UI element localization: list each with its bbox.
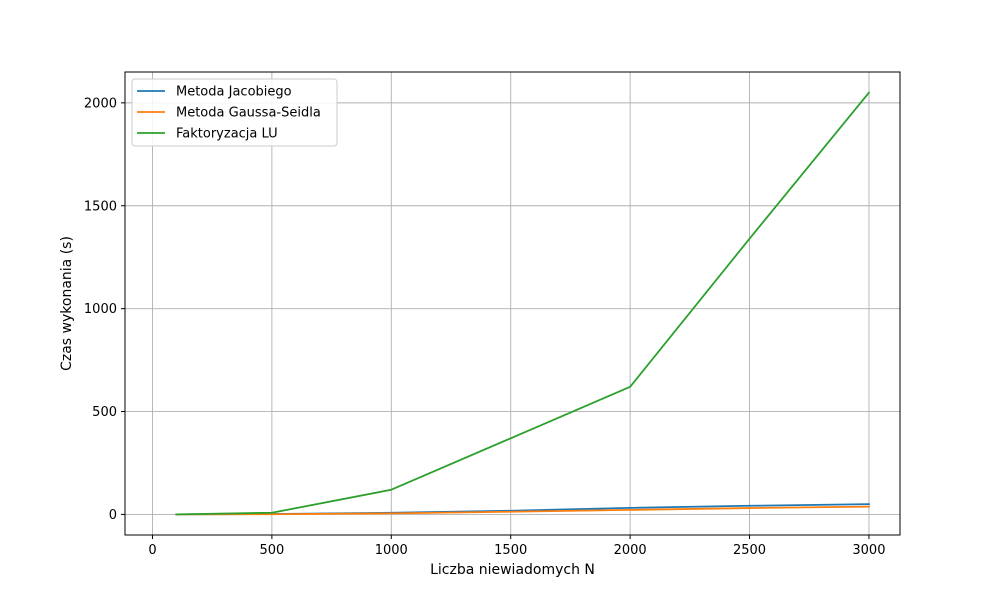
series-line-metoda-gaussa-seidla [175,505,870,516]
legend-box [131,78,338,147]
x-axis-title: Liczba niewiadomych N [430,562,595,578]
series-lines [175,91,871,516]
series-line-metoda-jacobiego [175,503,870,516]
legend: Metoda Jacobiego Metoda Gaussa-Seidla Fakt… [131,78,338,147]
x-tick-label: 3000 [852,543,885,558]
legend-entry-label: Faktoryzacja LU [176,127,278,142]
y-tick-label: 2000 [84,96,117,111]
x-tick-label: 2500 [733,543,766,558]
y-tick-label: 0 [109,508,117,523]
series-line-faktoryzacja-lu [175,91,871,516]
y-tick-label: 1500 [84,199,117,214]
x-tick-label: 2000 [614,543,647,558]
y-axis-title: Czas wykonania (s) [59,236,75,371]
x-tick-label: 1000 [375,543,408,558]
x-tick-label: 1500 [494,543,527,558]
plot-frame [124,71,901,536]
x-tick-label: 0 [148,543,156,558]
x-tick-label: 500 [259,543,284,558]
legend-entry-label: Metoda Gaussa-Seidla [176,106,321,121]
legend-entry-label: Metoda Jacobiego [176,85,292,100]
y-tick-label: 500 [92,405,117,420]
axis-ticks: 0 500 1000 1500 2000 2500 3000 0 500 1000 1500 2000 [84,96,886,558]
y-tick-label: 1000 [84,302,117,317]
